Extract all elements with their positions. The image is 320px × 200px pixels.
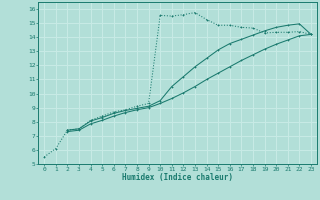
X-axis label: Humidex (Indice chaleur): Humidex (Indice chaleur) [122, 173, 233, 182]
